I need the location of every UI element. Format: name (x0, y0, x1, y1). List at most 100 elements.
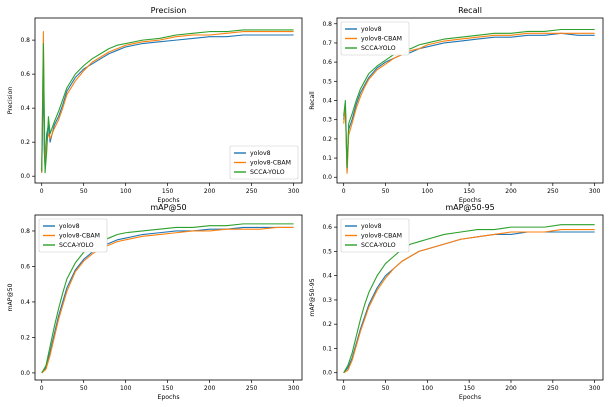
y-tick-label: 0.5 (322, 78, 332, 85)
y-tick-label: 0.0 (20, 370, 30, 377)
legend-label: SCCA-YOLO (361, 242, 396, 249)
x-tick-label: 150 (162, 188, 174, 195)
y-tick-label: 0.6 (322, 59, 332, 66)
y-axis-label: mAP@50 (6, 283, 14, 311)
x-tick-label: 300 (288, 188, 300, 195)
legend-box (229, 145, 299, 180)
x-tick-label: 50 (80, 385, 88, 392)
x-tick-label: 300 (589, 188, 601, 195)
y-tick-label: 0.4 (20, 105, 30, 112)
y-tick-label: 0.0 (20, 173, 30, 180)
x-tick-label: 50 (80, 188, 88, 195)
x-tick-label: 250 (246, 188, 258, 195)
legend-label: yolov8 (250, 150, 271, 157)
x-tick-label: 250 (246, 385, 258, 392)
x-tick-label: 300 (589, 385, 601, 392)
legend: yolov8 yolov8-CBAM SCCA-YOLO (340, 21, 410, 56)
x-axis-label: Epochs (459, 197, 481, 204)
y-axis-label: Recall (309, 91, 316, 110)
series-line-scca-yolo (41, 223, 294, 374)
x-tick-label: 200 (204, 385, 216, 392)
x-tick-label: 200 (505, 385, 517, 392)
x-tick-label: 150 (162, 385, 174, 392)
y-tick-label: 0.2 (20, 139, 30, 146)
series-line-yolov8-cbam (41, 226, 294, 374)
legend-label: yolov8-CBAM (250, 160, 291, 167)
y-axis-label: Precision (7, 87, 14, 115)
legend-label: yolov8 (59, 223, 80, 230)
y-tick-label: 0.7 (322, 40, 332, 47)
y-tick-label: 0.0 (322, 370, 332, 377)
chart-panel-4: mAP@50-95 0 50 100 150 200 250 300 0.0 0.1 0.2 0.3 0… (308, 203, 604, 401)
y-tick-label: 0.8 (322, 21, 332, 28)
x-tick-label: 150 (463, 188, 475, 195)
x-tick-label: 0 (342, 385, 346, 392)
plot-frame (34, 214, 303, 381)
y-tick-label: 0.4 (322, 273, 332, 280)
x-tick-label: 0 (40, 385, 44, 392)
chart-title: mAP@50-95 (445, 203, 494, 212)
x-tick-label: 50 (382, 385, 390, 392)
legend: yolov8 yolov8-CBAM SCCA-YOLO (229, 145, 299, 180)
legend-label: SCCA-YOLO (250, 169, 285, 176)
y-tick-label: 0.2 (20, 334, 30, 341)
series-group (41, 29, 294, 174)
y-tick-label: 0.5 (322, 248, 332, 255)
x-tick-label: 0 (40, 188, 44, 195)
series-group (41, 223, 294, 374)
legend-box (340, 218, 410, 253)
series-line-yolov8-cbam (343, 229, 595, 374)
y-tick-label: 0.1 (322, 345, 332, 352)
legend-label: yolov8 (361, 223, 382, 230)
x-tick-label: 150 (463, 385, 475, 392)
y-tick-label: 0.1 (322, 155, 332, 162)
x-tick-label: 100 (120, 385, 132, 392)
x-tick-label: 100 (120, 188, 132, 195)
x-axis-label: Epochs (157, 197, 179, 204)
x-tick-label: 250 (547, 385, 559, 392)
legend-box (38, 218, 108, 253)
y-tick-label: 0.3 (322, 117, 332, 124)
legend-box (340, 21, 410, 56)
series-line-scca-yolo (41, 29, 294, 174)
y-tick-label: 0.8 (20, 37, 30, 44)
y-tick-label: 0.6 (322, 224, 332, 231)
y-tick-label: 0.4 (322, 98, 332, 105)
legend: yolov8 yolov8-CBAM SCCA-YOLO (38, 218, 108, 253)
x-tick-label: 100 (422, 385, 434, 392)
y-tick-label: 0.2 (322, 321, 332, 328)
legend-label: yolov8-CBAM (361, 233, 402, 240)
chart-title: Recall (458, 6, 482, 15)
y-tick-label: 0.4 (20, 299, 30, 306)
legend-label: SCCA-YOLO (59, 242, 94, 249)
x-tick-label: 0 (342, 188, 346, 195)
legend-label: yolov8-CBAM (59, 233, 100, 240)
x-tick-label: 100 (422, 188, 434, 195)
x-axis-label: Epochs (157, 394, 179, 401)
x-tick-label: 300 (288, 385, 300, 392)
chart-panel-2: Recall 0 50 100 150 200 250 300 0.0 0.1 0.2 0.3 0.4 0… (309, 6, 604, 204)
plot-frame (336, 214, 604, 381)
y-tick-label: 0.2 (322, 136, 332, 143)
x-tick-label: 250 (547, 188, 559, 195)
x-tick-label: 50 (382, 188, 390, 195)
x-axis-label: Epochs (459, 394, 481, 401)
legend-label: yolov8-CBAM (361, 36, 402, 43)
chart-title: mAP@50 (150, 203, 186, 212)
y-axis-label: mAP@50-95 (308, 278, 316, 316)
legend: yolov8 yolov8-CBAM SCCA-YOLO (340, 218, 410, 253)
chart-panel-1: Precision 0 50 100 150 200 250 300 0.0 0.2 0.4 0.6 0… (7, 6, 303, 204)
y-tick-label: 0.6 (20, 263, 30, 270)
y-tick-label: 0.6 (20, 71, 30, 78)
chart-title: Precision (151, 6, 187, 15)
y-tick-label: 0.0 (322, 174, 332, 181)
y-tick-label: 0.3 (322, 297, 332, 304)
x-tick-label: 200 (204, 188, 216, 195)
legend-label: yolov8 (361, 26, 382, 33)
series-line-yolov8 (343, 231, 595, 374)
y-tick-label: 0.8 (20, 228, 30, 235)
plot-frame (34, 17, 303, 184)
series-group (343, 224, 595, 374)
x-tick-label: 200 (505, 188, 517, 195)
